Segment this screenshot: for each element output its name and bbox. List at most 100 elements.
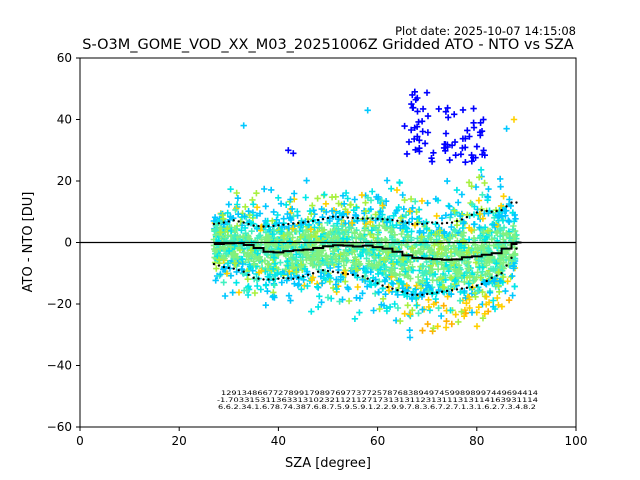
lower-dot [267, 278, 270, 281]
data-point [337, 276, 344, 283]
data-point [319, 280, 326, 287]
upper-dot [217, 222, 221, 225]
data-point [285, 292, 293, 299]
lower-dot [326, 269, 330, 273]
data-point [379, 202, 386, 209]
upper-dot [297, 221, 300, 225]
data-point [269, 293, 276, 301]
data-point [398, 230, 405, 238]
upper-dot [371, 217, 374, 220]
data-point [423, 225, 430, 233]
data-point [243, 287, 251, 294]
data-point [479, 151, 486, 158]
y-tick-label: −60 [47, 420, 72, 434]
data-point [428, 266, 435, 273]
data-point [393, 258, 400, 266]
data-point [279, 229, 286, 236]
data-point [340, 249, 348, 256]
data-point [287, 196, 294, 203]
data-point [233, 268, 240, 276]
data-point [444, 141, 451, 148]
y-axis-label: ATO - NTO [DU] [21, 192, 36, 293]
data-point [339, 192, 347, 199]
data-point [400, 256, 407, 263]
upper-dot [282, 223, 285, 226]
data-point [258, 267, 265, 275]
x-tick-label: 40 [271, 434, 286, 448]
upper-dot [480, 209, 483, 212]
data-point [307, 226, 315, 233]
upper-dot [302, 221, 305, 224]
data-point [438, 312, 445, 320]
data-point [419, 277, 426, 284]
upper-dot [386, 218, 389, 221]
data-point [217, 271, 224, 278]
upper-dot [287, 222, 290, 226]
data-point [361, 217, 368, 224]
data-point [391, 240, 398, 247]
data-point [359, 276, 366, 283]
data-point [238, 265, 245, 273]
data-point [224, 225, 231, 232]
data-point [255, 232, 263, 239]
data-point [349, 249, 356, 256]
data-point [234, 201, 241, 208]
upper-dot [470, 213, 474, 217]
data-point [328, 295, 335, 302]
data-point [290, 150, 297, 157]
data-point [486, 258, 493, 266]
data-point [483, 262, 490, 269]
data-point [321, 191, 328, 198]
x-axis-ticks: 0 20 40 60 80 100 [76, 427, 587, 448]
data-point [235, 289, 243, 296]
data-point [455, 262, 463, 269]
data-point [211, 214, 219, 221]
data-point [468, 183, 475, 190]
data-point [284, 210, 291, 218]
upper-dot [440, 222, 444, 225]
data-point [242, 230, 249, 237]
data-point [442, 108, 450, 115]
data-point [391, 253, 399, 260]
lower-dot [465, 286, 469, 290]
data-point [332, 193, 339, 200]
data-point [411, 135, 418, 143]
lower-dot [495, 274, 498, 277]
data-point [507, 273, 515, 281]
data-point [308, 210, 315, 218]
data-point [388, 265, 396, 273]
data-point [460, 272, 468, 279]
data-point [470, 105, 477, 112]
data-point [351, 315, 359, 322]
data-point [447, 234, 454, 241]
data-point [505, 217, 512, 224]
y-tick-label: 20 [57, 174, 72, 188]
data-point [491, 278, 498, 285]
data-point [432, 221, 439, 228]
data-point [422, 267, 429, 275]
data-point [511, 233, 519, 240]
data-point [278, 279, 285, 286]
data-point [375, 270, 382, 278]
data-point [405, 273, 412, 280]
data-point [264, 233, 272, 240]
data-point [285, 147, 292, 154]
data-point [500, 224, 508, 231]
data-point [291, 242, 298, 249]
data-point [392, 272, 399, 279]
data-point [254, 282, 261, 290]
data-point [435, 304, 442, 312]
lower-dot [490, 276, 493, 280]
lower-dot [262, 278, 265, 281]
data-point [411, 124, 418, 131]
data-point [464, 127, 471, 134]
data-point [254, 250, 261, 257]
upper-dot [411, 222, 414, 226]
data-point [475, 197, 483, 204]
upper-dot [505, 205, 508, 208]
data-point [484, 227, 492, 234]
data-point [448, 320, 455, 328]
data-point [460, 229, 467, 236]
data-point [414, 108, 421, 115]
data-point [282, 252, 290, 259]
